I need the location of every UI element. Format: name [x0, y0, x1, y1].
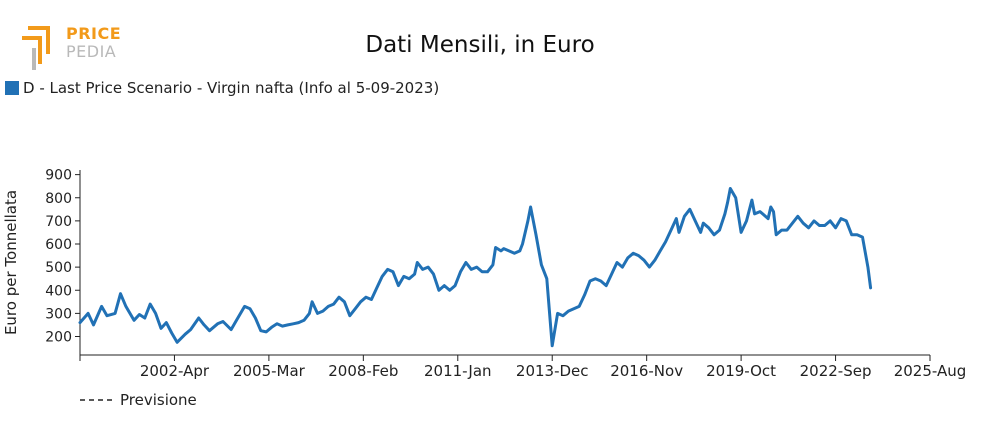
x-tick-label: 2016-Nov	[610, 362, 683, 380]
chart-title: Dati Mensili, in Euro	[365, 32, 595, 58]
y-tick-label: 300	[45, 306, 72, 322]
x-tick-label: 2013-Dec	[516, 362, 589, 380]
x-tick-label: 2011-Jan	[424, 362, 492, 380]
y-tick-label: 700	[45, 214, 72, 230]
series-line	[78, 187, 873, 348]
legend-swatch	[5, 81, 19, 95]
pricepedia-logo: PRICE PEDIA	[18, 24, 128, 74]
y-tick-label: 600	[45, 237, 72, 253]
legend: D - Last Price Scenario - Virgin nafta (…	[5, 79, 439, 97]
y-tick-label: 500	[45, 260, 72, 276]
logo-text-pedia: PEDIA	[66, 42, 117, 61]
x-tick-label: 2005-Mar	[233, 362, 306, 380]
x-tick-label: 2022-Sep	[800, 362, 872, 380]
x-tick-label: 2008-Feb	[328, 362, 398, 380]
y-tick-label: 200	[45, 330, 72, 346]
y-axis-label: Euro per Tonnellata	[2, 190, 20, 335]
y-tick-label: 400	[45, 283, 72, 299]
logo-mark-icon	[22, 26, 50, 70]
legend-series-label: D - Last Price Scenario - Virgin nafta (…	[23, 79, 440, 97]
logo-text-price: PRICE	[66, 24, 122, 43]
forecast-legend: Previsione	[80, 391, 197, 409]
x-tick-label: 2025-Aug	[894, 362, 967, 380]
forecast-legend-label: Previsione	[120, 391, 197, 409]
y-tick-label: 900	[45, 168, 72, 184]
x-tick-label: 2002-Apr	[140, 362, 210, 380]
dashed-line-icon	[80, 399, 114, 401]
x-tick-label: 2019-Oct	[706, 362, 776, 380]
y-tick-label: 800	[45, 191, 72, 207]
